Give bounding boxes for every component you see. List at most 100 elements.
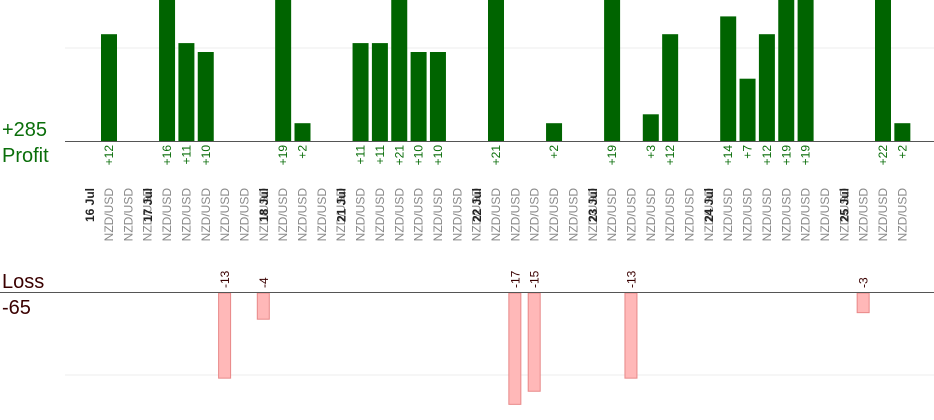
profit-value-label: +2 bbox=[296, 145, 310, 159]
date-label: 23 Jul bbox=[586, 188, 600, 222]
profit-value-label: +7 bbox=[741, 145, 755, 159]
profit-value-label: +16 bbox=[160, 145, 174, 166]
pair-label: NZD/USD bbox=[566, 188, 580, 242]
profit-bar bbox=[642, 114, 659, 141]
date-label: 25 Jul bbox=[838, 188, 852, 222]
profit-bar bbox=[778, 0, 795, 141]
loss-bar bbox=[856, 292, 870, 314]
pair-label: NZD/USD bbox=[431, 188, 445, 242]
pair-label: NZD/USD bbox=[760, 188, 774, 242]
pair-label: NZD/USD bbox=[296, 188, 310, 242]
pair-label: NZD/USD bbox=[102, 188, 116, 242]
profit-value-label: +21 bbox=[489, 145, 503, 166]
pair-label: NZD/USD bbox=[334, 188, 348, 242]
loss-total: -65 bbox=[2, 297, 31, 319]
profit-bar bbox=[797, 0, 814, 141]
loss-value-label: -17 bbox=[508, 270, 522, 288]
profit-value-label: +10 bbox=[412, 145, 426, 166]
loss-value-label: -13 bbox=[624, 270, 638, 288]
loss-bar bbox=[527, 292, 541, 392]
loss-bar bbox=[508, 292, 522, 405]
profit-value-label: +19 bbox=[605, 145, 619, 166]
profit-bar bbox=[391, 0, 408, 141]
loss-value-label: -3 bbox=[857, 277, 871, 288]
pair-label: NZD/USD bbox=[315, 188, 329, 242]
profit-bar bbox=[159, 0, 176, 141]
profit-bar bbox=[101, 34, 117, 142]
profit-value-label: +19 bbox=[276, 145, 290, 166]
profit-bar bbox=[739, 78, 756, 141]
pair-label: NZD/USD bbox=[702, 188, 716, 242]
profit-bar bbox=[758, 34, 775, 142]
pair-label: NZD/USD bbox=[354, 188, 368, 242]
loss-value-label: -15 bbox=[528, 270, 542, 288]
pair-label: NZD/USD bbox=[121, 188, 135, 242]
profit-bar bbox=[429, 52, 446, 141]
loss-value-label: -4 bbox=[257, 277, 271, 288]
profit-bar bbox=[720, 16, 737, 141]
profit-bar bbox=[371, 43, 388, 141]
profit-value-label: +2 bbox=[547, 145, 561, 159]
profit-value-label: +19 bbox=[799, 145, 813, 166]
pair-label: NZD/USD bbox=[257, 188, 271, 242]
pair-label: NZD/USD bbox=[644, 188, 658, 242]
pair-label: NZD/USD bbox=[547, 188, 561, 242]
profit-bar bbox=[604, 0, 621, 141]
pair-label: NZD/USD bbox=[721, 188, 735, 242]
pair-label: NZD/USD bbox=[412, 188, 426, 242]
pair-label: NZD/USD bbox=[663, 188, 677, 242]
profit-bars bbox=[101, 0, 911, 142]
profit-bar bbox=[488, 0, 504, 141]
profit-value-label: +12 bbox=[102, 145, 116, 166]
profit-value-label: +14 bbox=[721, 145, 735, 166]
pair-label: NZD/USD bbox=[489, 188, 503, 242]
profit-bar bbox=[662, 34, 679, 142]
value-labels: +12 +16 +11 +10-13 -4+19 +2 +11 +11 +21 +10 +10 +21… bbox=[102, 145, 909, 288]
profit-value-label: +3 bbox=[644, 145, 658, 159]
pair-label: NZD/USD bbox=[276, 188, 290, 242]
pair-label: NZD/USD bbox=[450, 188, 464, 242]
pair-label: NZD/USD bbox=[876, 188, 890, 242]
profit-bar bbox=[352, 43, 369, 141]
axes bbox=[0, 141, 934, 293]
profit-value-label: +10 bbox=[431, 145, 445, 166]
pair-label: NZD/USD bbox=[179, 188, 193, 242]
profit-bar bbox=[410, 52, 427, 141]
loss-bar bbox=[624, 292, 638, 379]
date-label: 16 Jul bbox=[83, 188, 97, 222]
date-labels: 16 Jul 17 Jul 18 Jul 21 Jul 22 Jul 23 Jul 24 J… bbox=[83, 188, 852, 222]
date-label: 17 Jul bbox=[141, 188, 155, 222]
profit-value-label: +11 bbox=[179, 145, 193, 165]
profit-bar bbox=[275, 0, 292, 141]
pair-label: NZD/USD bbox=[586, 188, 600, 242]
pair-label: NZD/USD bbox=[508, 188, 522, 242]
pair-label: NZD/USD bbox=[605, 188, 619, 242]
profit-total: +285 bbox=[2, 119, 48, 141]
date-label: 24 Jul bbox=[702, 188, 716, 222]
pair-label: NZD/USD bbox=[160, 188, 174, 242]
loss-bars bbox=[218, 292, 870, 405]
profit-value-label: +22 bbox=[876, 145, 890, 166]
pair-label: NZD/USD bbox=[683, 188, 697, 242]
pair-label: NZD/USD bbox=[237, 188, 251, 242]
pair-label: NZD/USD bbox=[373, 188, 387, 242]
profit-value-label: +12 bbox=[760, 145, 774, 166]
profit-bar bbox=[197, 52, 214, 141]
date-label: 21 Jul bbox=[335, 188, 349, 222]
profit-value-label: +11 bbox=[373, 145, 387, 165]
category-labels: NZD/USD NZD/USD NZD/USD NZD/USD NZD/USD NZD/U… bbox=[102, 188, 909, 242]
loss-value-label: -13 bbox=[218, 270, 232, 288]
date-label: 22 Jul bbox=[470, 188, 484, 222]
pair-label: NZD/USD bbox=[199, 188, 213, 242]
pair-label: NZD/USD bbox=[857, 188, 871, 242]
pair-label: NZD/USD bbox=[218, 188, 232, 242]
profit-value-label: +10 bbox=[199, 145, 213, 166]
pair-label: NZD/USD bbox=[470, 188, 484, 242]
profit-bar bbox=[875, 0, 891, 141]
pair-label: NZD/USD bbox=[818, 188, 832, 242]
profit-value-label: +19 bbox=[779, 145, 793, 166]
pair-label: NZD/USD bbox=[392, 188, 406, 242]
profit-value-label: +21 bbox=[392, 145, 406, 166]
profit-bar bbox=[178, 43, 195, 141]
profit-bar bbox=[894, 123, 911, 141]
